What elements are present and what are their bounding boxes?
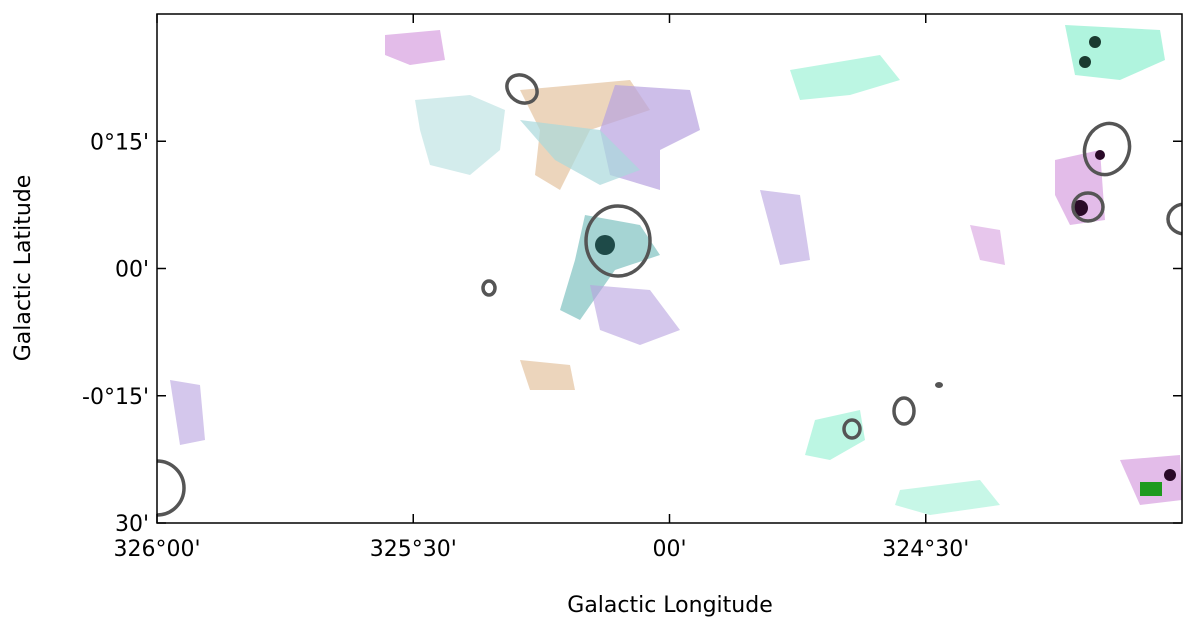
emission bbox=[170, 380, 205, 445]
bright-spot bbox=[1079, 56, 1091, 68]
sky-image bbox=[157, 25, 1182, 517]
source-ellipse bbox=[584, 204, 652, 278]
emission bbox=[415, 95, 505, 175]
x-tick-label: 326°00' bbox=[113, 537, 200, 562]
bright-spot bbox=[1072, 200, 1088, 216]
bright-spot bbox=[1164, 469, 1176, 481]
source-ellipse bbox=[1071, 191, 1105, 223]
y-axis-label: Galactic Latitude bbox=[11, 175, 36, 362]
emission bbox=[385, 30, 445, 65]
source-ellipse bbox=[892, 396, 916, 426]
emission bbox=[790, 55, 900, 100]
emission bbox=[760, 190, 810, 265]
bright-spot bbox=[1089, 36, 1101, 48]
source-ellipse bbox=[1082, 121, 1132, 177]
x-tick-label: 00' bbox=[652, 537, 686, 562]
source-ellipse bbox=[505, 73, 539, 105]
y-tick-label: 30' bbox=[115, 512, 149, 537]
bright-spot bbox=[1140, 482, 1162, 496]
y-tick-label: 0°15' bbox=[90, 130, 149, 155]
emission bbox=[520, 120, 640, 185]
source-ellipse bbox=[157, 459, 186, 517]
emission bbox=[1065, 25, 1165, 80]
emission bbox=[590, 285, 680, 345]
source-ellipse bbox=[1166, 202, 1182, 236]
source-ellipse bbox=[481, 279, 497, 297]
emission bbox=[970, 225, 1005, 265]
source-ellipse bbox=[842, 418, 862, 440]
x-axis-label: Galactic Longitude bbox=[567, 593, 772, 618]
x-tick-label: 325°30' bbox=[370, 537, 457, 562]
emission bbox=[895, 480, 1000, 515]
bright-spot bbox=[1095, 150, 1105, 160]
y-tick-label: -0°15' bbox=[82, 385, 149, 410]
bright-spot bbox=[595, 235, 615, 255]
source-ellipse bbox=[935, 382, 943, 388]
emission bbox=[1120, 455, 1182, 505]
emission bbox=[805, 410, 865, 460]
x-tick-label: 324°30' bbox=[882, 537, 969, 562]
emission bbox=[520, 360, 575, 390]
y-tick-label: 00' bbox=[115, 258, 149, 283]
